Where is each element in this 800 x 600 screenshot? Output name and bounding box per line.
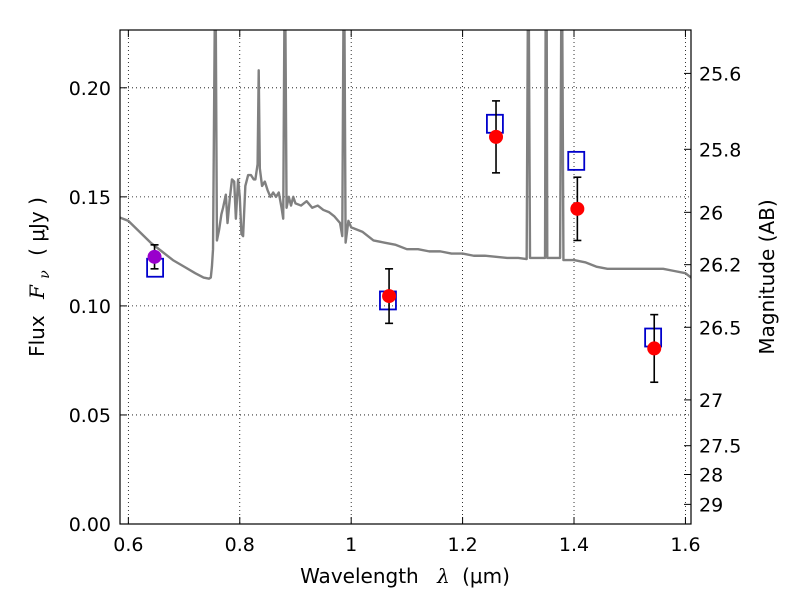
y2-tick-label: 28 bbox=[699, 464, 723, 486]
model-flux-square bbox=[567, 150, 586, 171]
x-tick-label: 1.4 bbox=[559, 534, 589, 556]
y-axis-label-subscript: ν bbox=[37, 270, 53, 279]
y-tick-label: 0.15 bbox=[69, 187, 111, 209]
model-spectrum-line bbox=[120, 30, 691, 280]
y-tick-label: 0.20 bbox=[69, 78, 111, 100]
y-tick-label: 0.00 bbox=[69, 514, 111, 536]
x-tick-label: 0.8 bbox=[225, 534, 255, 556]
observed-flux-point bbox=[570, 201, 585, 216]
x-axis-label: Wavelength λ (μm) bbox=[300, 564, 510, 588]
ticks: 0.6 0.8 1 1.2 1.4 1.6 0.00 0.05 0.10 0.15 0.20 25.6… bbox=[69, 30, 741, 556]
x-tick-label: 1.6 bbox=[670, 534, 700, 556]
observed-flux-point bbox=[382, 289, 397, 304]
y-axis-label-unit: ( μJy ) bbox=[25, 197, 49, 256]
y2-tick-label: 25.6 bbox=[699, 63, 741, 85]
y2-tick-label: 26 bbox=[699, 202, 723, 224]
y2-tick-label: 25.8 bbox=[699, 139, 741, 161]
x-axis-label-symbol: λ bbox=[436, 564, 450, 588]
data-layer bbox=[120, 30, 691, 384]
y-tick-label: 0.10 bbox=[69, 296, 111, 318]
x-tick-label: 1.2 bbox=[447, 534, 477, 556]
y2-tick-label: 29 bbox=[699, 494, 723, 516]
observed-flux-point bbox=[647, 341, 662, 356]
x-tick-label: 0.6 bbox=[113, 534, 143, 556]
y2-tick-label: 27 bbox=[699, 390, 723, 412]
y2-tick-label: 26.5 bbox=[699, 317, 741, 339]
plot-frame bbox=[119, 29, 692, 525]
y-tick-label: 0.05 bbox=[69, 405, 111, 427]
y2-tick-label: 26.2 bbox=[699, 255, 741, 277]
x-axis-label-text: Wavelength bbox=[300, 564, 419, 588]
y-axis-label-symbol: F bbox=[25, 284, 49, 300]
y2-tick-label: 27.5 bbox=[699, 436, 741, 458]
y-axis-label-text: Flux bbox=[25, 315, 49, 357]
observed-flux-point bbox=[489, 129, 504, 144]
y2-axis-label: Magnitude (AB) bbox=[755, 199, 779, 354]
observed-flux-point bbox=[147, 249, 162, 264]
y-axis-label: Flux F ν ( μJy ) bbox=[25, 197, 54, 357]
x-axis-label-unit: (μm) bbox=[462, 564, 510, 588]
x-tick-label: 1 bbox=[345, 534, 357, 556]
